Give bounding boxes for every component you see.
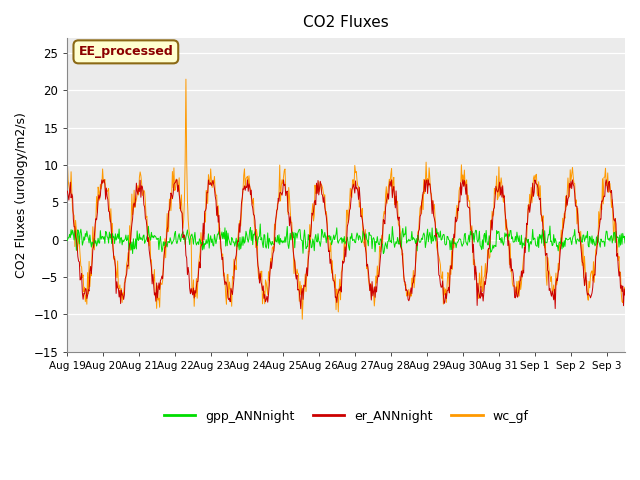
- Y-axis label: CO2 Fluxes (urology/m2/s): CO2 Fluxes (urology/m2/s): [15, 112, 28, 278]
- Text: EE_processed: EE_processed: [79, 45, 173, 59]
- Legend: gpp_ANNnight, er_ANNnight, wc_gf: gpp_ANNnight, er_ANNnight, wc_gf: [159, 405, 534, 428]
- Title: CO2 Fluxes: CO2 Fluxes: [303, 15, 389, 30]
